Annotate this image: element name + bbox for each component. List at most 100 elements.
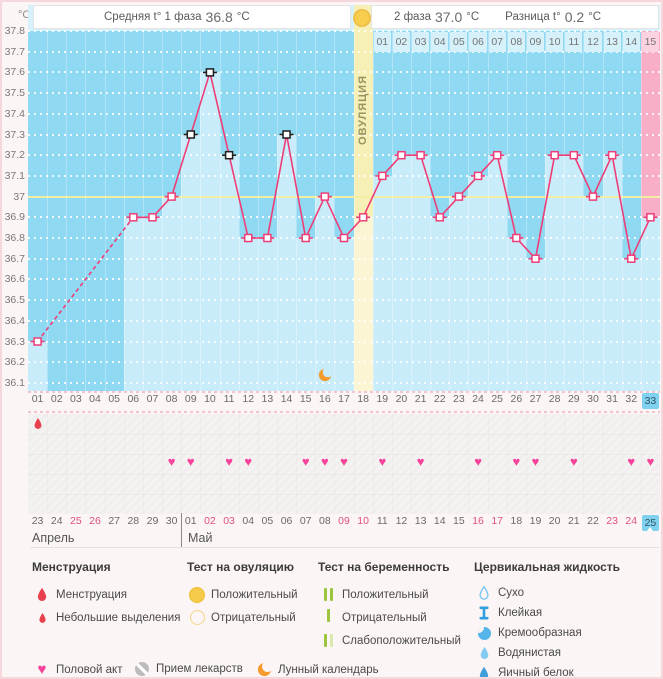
phase2-day-cell[interactable]: 01 — [373, 32, 391, 52]
cycle-day-label[interactable]: 16 — [318, 393, 331, 405]
calendar-date[interactable]: 18 — [510, 515, 523, 527]
cycle-day-label[interactable]: 08 — [165, 393, 178, 405]
column-separator — [468, 31, 470, 391]
phase2-day-cell[interactable]: 04 — [431, 32, 449, 52]
cycle-day-label[interactable]: 19 — [376, 393, 389, 405]
cycle-day-label[interactable]: 12 — [242, 393, 255, 405]
cycle-day-label[interactable]: 22 — [433, 393, 446, 405]
cycle-day-label[interactable]: 07 — [146, 393, 159, 405]
legend-item: Положительный — [187, 583, 298, 606]
cycle-day-label[interactable]: 04 — [89, 393, 101, 405]
column-separator — [583, 31, 585, 391]
calendar-date[interactable]: 04 — [242, 515, 255, 527]
cycle-day-label[interactable]: 24 — [472, 393, 484, 405]
calendar-date[interactable]: 17 — [491, 515, 504, 527]
calendar-date[interactable]: 16 — [472, 515, 484, 527]
calendar-date[interactable]: 26 — [89, 515, 101, 527]
calendar-date[interactable]: 02 — [204, 515, 216, 527]
cycle-day-label[interactable]: 01 — [31, 393, 44, 405]
phase2-day-cell[interactable]: 14 — [622, 32, 640, 52]
calendar-date[interactable]: 09 — [338, 515, 350, 527]
calendar-date[interactable]: 06 — [280, 515, 293, 527]
calendar-date[interactable]: 01 — [184, 515, 197, 527]
calendar-date[interactable]: 28 — [127, 515, 140, 527]
phase2-day-cell[interactable]: 15 — [641, 32, 659, 52]
temperature-bar — [142, 217, 163, 391]
cycle-day-label[interactable]: 10 — [204, 393, 216, 405]
phase2-day-cell[interactable]: 05 — [450, 32, 468, 52]
cycle-day-label[interactable]: 25 — [491, 393, 504, 405]
cycle-day-label[interactable]: 14 — [280, 393, 293, 405]
phase2-day-cell[interactable]: 03 — [412, 32, 430, 52]
cycle-day-label[interactable]: 02 — [50, 393, 63, 405]
cycle-day-label[interactable]: 06 — [127, 393, 140, 405]
today-date-cell[interactable]: 25 — [641, 515, 659, 531]
marks-column-divider — [220, 414, 221, 514]
cycle-day-label[interactable]: 26 — [510, 393, 523, 405]
cycle-day-label[interactable]: 27 — [529, 393, 542, 405]
calendar-date[interactable]: 07 — [299, 515, 312, 527]
calendar-date[interactable]: 25 — [70, 515, 82, 527]
cycle-day-label[interactable]: 30 — [587, 393, 599, 405]
calendar-date[interactable]: 21 — [567, 515, 580, 527]
cycle-day-label[interactable]: 05 — [108, 393, 120, 405]
phase2-day-cell[interactable]: 06 — [469, 32, 487, 52]
calendar-date[interactable]: 27 — [108, 515, 120, 527]
temperature-chart[interactable]: 01 02 03 04 05 06 07 08 09 10 11 12 13 14 15 ОВУЛЯЦИЯ — [28, 5, 660, 391]
phase2-day-cell[interactable]: 11 — [565, 32, 583, 52]
column-separator — [602, 31, 604, 391]
phase2-day-cell[interactable]: 08 — [507, 32, 525, 52]
calendar-date[interactable]: 14 — [433, 515, 446, 527]
calendar-date[interactable]: 11 — [376, 515, 388, 527]
temperature-bar — [296, 238, 316, 391]
calendar-date[interactable]: 12 — [395, 515, 408, 527]
calendar-date[interactable]: 22 — [587, 515, 599, 527]
unit-label: °C — [18, 9, 31, 21]
calendar-date[interactable]: 15 — [453, 515, 465, 527]
calendar-date[interactable]: 23 — [31, 515, 44, 527]
cycle-day-label[interactable]: 13 — [261, 393, 274, 405]
calendar-date[interactable]: 05 — [261, 515, 274, 527]
phase2-day-cell[interactable]: 07 — [488, 32, 506, 52]
moon-calendar-icon — [318, 367, 333, 387]
cycle-day-label[interactable]: 28 — [548, 393, 561, 405]
column-separator — [219, 31, 221, 391]
calendar-date[interactable]: 24 — [625, 515, 638, 527]
cycle-day-label[interactable]: 03 — [70, 393, 82, 405]
marks-grid[interactable]: ♥ ♥ ♥ ♥ ♥ ♥ ♥ ♥ ♥ ♥ ♥ ♥ ♥ ♥ ♥ — [28, 414, 660, 514]
calendar-date[interactable]: 30 — [165, 515, 178, 527]
calendar-date[interactable]: 10 — [357, 515, 369, 527]
phase2-day-cell[interactable]: 10 — [546, 32, 564, 52]
cycle-day-label[interactable]: 18 — [357, 393, 369, 405]
cycle-day-label[interactable]: 33 — [641, 393, 660, 409]
y-tick-label: 36.4 — [4, 314, 25, 327]
calendar-date[interactable]: 25 — [641, 515, 660, 531]
cycle-day-label[interactable]: 17 — [338, 393, 350, 405]
cycle-day-label[interactable]: 31 — [606, 393, 618, 405]
cycle-day-label[interactable]: 23 — [453, 393, 465, 405]
legend-item-label: Небольшие выделения — [56, 611, 181, 624]
calendar-date[interactable]: 13 — [414, 515, 427, 527]
cycle-day-label[interactable]: 21 — [414, 393, 427, 405]
calendar-date[interactable]: 08 — [318, 515, 331, 527]
cycle-day-label[interactable]: 09 — [184, 393, 197, 405]
cycle-day-label[interactable]: 20 — [395, 393, 408, 405]
cycle-day-label[interactable]: 15 — [299, 393, 312, 405]
y-tick-label: 37.3 — [4, 128, 25, 141]
cycle-day-label[interactable]: 29 — [567, 393, 580, 405]
calendar-date[interactable]: 23 — [606, 515, 618, 527]
phase2-day-cell[interactable]: 12 — [584, 32, 602, 52]
calendar-date[interactable]: 24 — [50, 515, 63, 527]
calendar-date[interactable]: 19 — [529, 515, 542, 527]
calendar-date[interactable]: 29 — [146, 515, 159, 527]
cycle-day-label[interactable]: 32 — [625, 393, 638, 405]
phase2-day-cell[interactable]: 02 — [392, 32, 411, 52]
calendar-date[interactable]: 03 — [223, 515, 235, 527]
calendar-date[interactable]: 20 — [548, 515, 561, 527]
ovulation-test-positive-icon[interactable] — [353, 9, 371, 27]
diff-label: Разница t° — [505, 11, 561, 23]
cycle-day-label[interactable]: 11 — [223, 393, 235, 405]
phase2-day-cell[interactable]: 09 — [526, 32, 545, 52]
phase2-day-cell[interactable]: 13 — [603, 32, 621, 52]
temperature-bar — [621, 258, 641, 391]
